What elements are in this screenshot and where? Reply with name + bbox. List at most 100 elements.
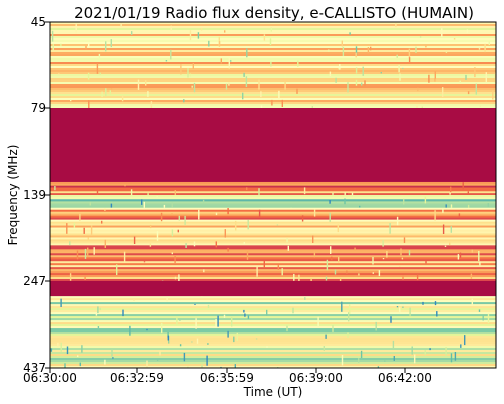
spectrogram-row xyxy=(50,72,496,75)
spectrogram-streak xyxy=(395,23,397,28)
spectrogram-row xyxy=(50,96,496,99)
spectrogram-streak xyxy=(122,309,124,317)
spectrogram-streak xyxy=(193,241,196,247)
spectrogram-streak xyxy=(445,204,447,208)
spectrogram-streak xyxy=(434,71,436,80)
spectrogram-band xyxy=(50,207,496,282)
spectrogram-streak xyxy=(75,24,77,34)
spectrogram-streak xyxy=(287,245,289,251)
spectrogram-streak xyxy=(396,216,399,226)
spectrogram-streak xyxy=(146,328,148,331)
spectrogram-streak xyxy=(97,326,100,330)
spectrogram-streak xyxy=(392,340,395,350)
spectrogram-streak xyxy=(372,272,374,274)
spectrogram-row xyxy=(50,263,496,266)
spectrogram-row xyxy=(50,48,496,51)
spectrogram-row xyxy=(50,84,496,87)
spectrogram-row xyxy=(50,358,496,361)
spectrogram-streak xyxy=(235,220,237,231)
spectrogram-streak xyxy=(260,105,263,108)
spectrogram-streak xyxy=(131,31,133,35)
spectrogram-streak xyxy=(224,229,226,238)
spectrogram-streak xyxy=(246,48,248,58)
spectrogram-row xyxy=(50,237,496,240)
spectrogram-row xyxy=(50,281,496,284)
spectrogram-streak xyxy=(255,338,258,340)
spectrogram-streak xyxy=(271,99,273,106)
spectrogram-row xyxy=(50,255,496,258)
spectrogram-row xyxy=(50,328,496,331)
spectrogram-row xyxy=(50,86,496,89)
spectrogram-streak xyxy=(317,316,319,328)
spectrogram-streak xyxy=(417,87,419,92)
spectrogram-streak xyxy=(69,273,72,281)
spectrogram-streak xyxy=(409,307,411,316)
spectrogram-streak xyxy=(400,248,402,256)
spectrogram-streak xyxy=(90,225,93,235)
spectrogram-streak xyxy=(184,215,186,225)
spectrogram-streak xyxy=(105,88,107,97)
spectrogram-row xyxy=(50,125,496,129)
spectrogram-streak xyxy=(101,91,103,97)
spectrogram-streak xyxy=(478,251,480,262)
spectrogram-row xyxy=(50,251,496,254)
spectrogram-streak xyxy=(329,212,331,222)
spectrogram-streak xyxy=(459,80,461,83)
spectrogram-streak xyxy=(332,192,334,195)
spectrogram-row xyxy=(50,338,496,341)
spectrogram-streak xyxy=(284,81,286,90)
spectrogram-row xyxy=(50,288,496,291)
spectrogram-row xyxy=(50,173,496,177)
spectrogram-streak xyxy=(382,240,384,247)
spectrogram-streak xyxy=(195,318,197,329)
spectrogram-streak xyxy=(478,309,481,312)
spectrogram-streak xyxy=(364,80,366,86)
spectrogram-streak xyxy=(147,91,149,97)
spectrogram-streak xyxy=(332,325,334,332)
spectrogram-streak xyxy=(87,247,89,258)
spectrogram-streak xyxy=(206,355,208,366)
spectrogram-streak xyxy=(52,43,54,51)
spectrogram-row xyxy=(50,153,496,157)
spectrogram-streak xyxy=(141,199,143,205)
spectrogram-streak xyxy=(156,359,159,361)
spectrogram-streak xyxy=(449,242,451,246)
spectrogram-streak xyxy=(488,41,490,45)
spectrogram-row xyxy=(50,316,496,319)
spectrogram-row xyxy=(50,362,496,365)
spectrogram-row xyxy=(50,346,496,349)
spectrogram-streak xyxy=(243,309,245,313)
spectrogram-streak xyxy=(197,32,200,39)
spectrogram-row xyxy=(50,298,496,301)
spectrogram-row xyxy=(50,100,496,103)
spectrogram-streak xyxy=(277,265,279,270)
spectrogram-row xyxy=(50,223,496,226)
spectrogram-row xyxy=(50,310,496,313)
spectrogram-streak xyxy=(416,274,419,281)
spectrogram-streak xyxy=(87,72,90,80)
spectrogram-streak xyxy=(243,242,245,244)
spectrogram-streak xyxy=(390,316,392,323)
spectrogram-streak xyxy=(58,73,60,75)
spectrogram-band xyxy=(50,281,496,297)
spectrogram-streak xyxy=(351,192,354,195)
spectrogram-row xyxy=(50,356,496,359)
spectrogram-row xyxy=(50,149,496,153)
spectrogram-streak xyxy=(482,315,484,321)
spectrogram-streak xyxy=(96,63,99,74)
spectrogram-streak xyxy=(312,235,314,243)
spectrogram-streak xyxy=(419,36,422,38)
spectrogram-row xyxy=(50,241,496,244)
spectrogram-streak xyxy=(421,106,423,108)
spectrogram-streak xyxy=(408,48,411,59)
spectrogram-streak xyxy=(95,314,98,316)
spectrogram-band xyxy=(50,181,496,196)
spectrogram-streak xyxy=(111,349,113,357)
spectrogram-streak xyxy=(84,248,87,259)
spectrogram-row xyxy=(50,324,496,327)
spectrogram-row xyxy=(50,334,496,337)
spectrogram-streak xyxy=(130,189,133,195)
spectrogram-band xyxy=(50,22,497,109)
spectrogram-row xyxy=(50,64,496,67)
spectrogram-streak xyxy=(380,72,382,74)
